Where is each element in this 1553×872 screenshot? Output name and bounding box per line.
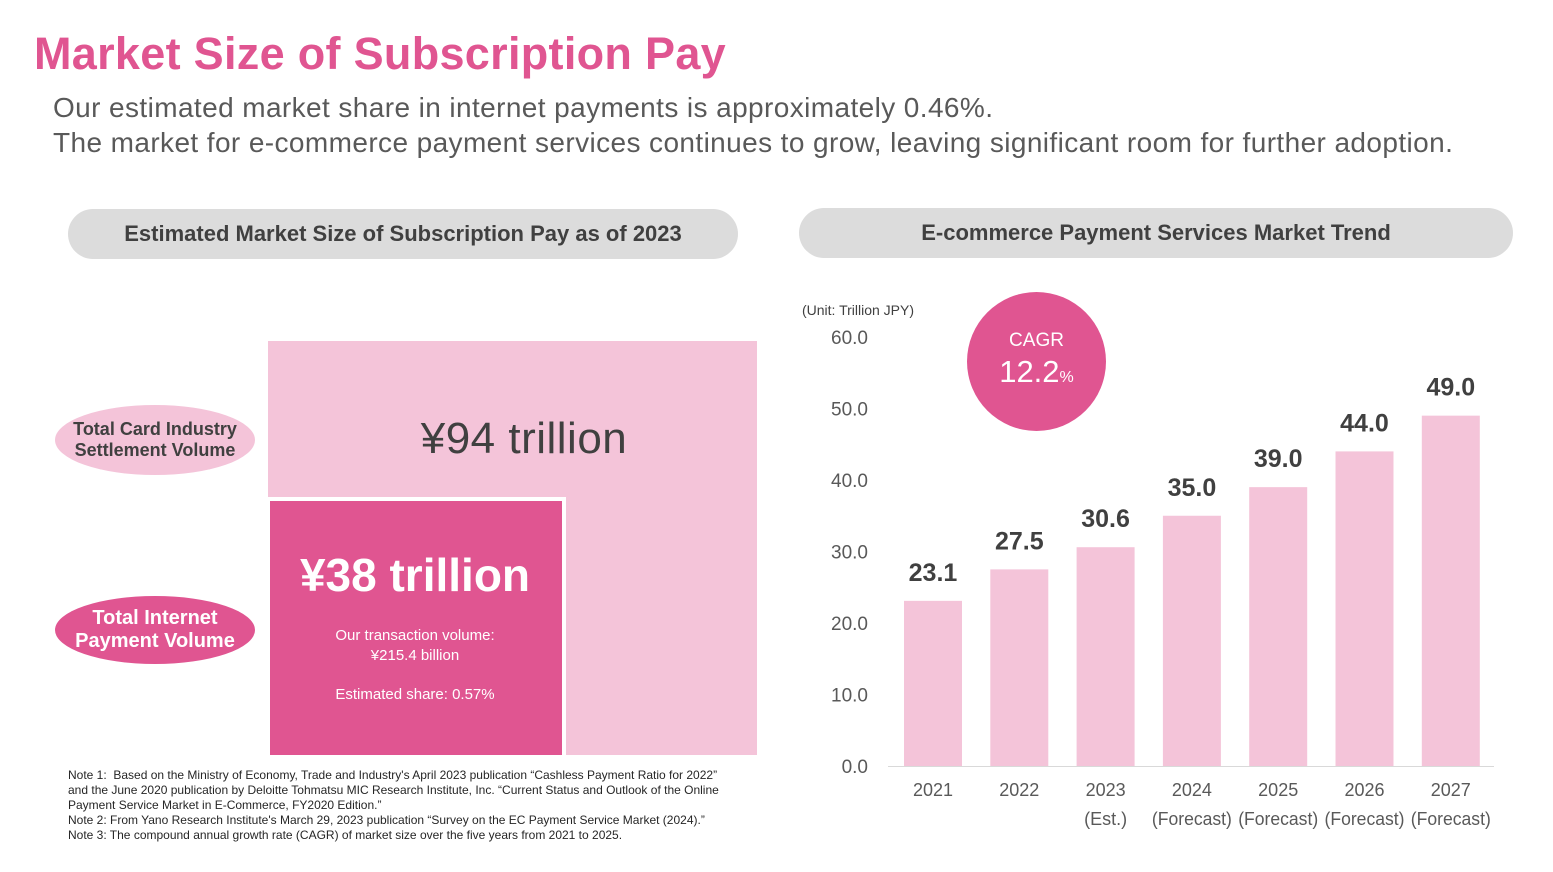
- x-tick-label: 2027: [1431, 780, 1471, 800]
- card-label-line-1: Total Card Industry: [73, 419, 237, 439]
- transaction-line-1: Our transaction volume:: [335, 627, 495, 644]
- estimated-share-text: Estimated share: 0.57%: [335, 686, 495, 703]
- bar-value-label: 35.0: [1168, 474, 1217, 502]
- x-tick-sublabel: (Forecast): [1152, 809, 1232, 829]
- y-tick-label: 10.0: [831, 686, 868, 707]
- bar: [1421, 415, 1480, 766]
- y-tick-label: 20.0: [831, 614, 868, 635]
- y-tick-label: 40.0: [831, 471, 868, 492]
- note-line: Note 2: From Yano Research Institute's M…: [68, 813, 705, 827]
- card-settlement-label: Total Card Industry Settlement Volume: [55, 405, 255, 475]
- bar-value-label: 27.5: [995, 527, 1044, 555]
- internet-label-line-1: Total Internet: [92, 607, 218, 629]
- y-tick-label: 60.0: [831, 328, 868, 349]
- cagr-value: 12.2%: [967, 354, 1106, 390]
- y-tick-label: 0.0: [842, 757, 868, 778]
- bar-value-label: 30.6: [1081, 505, 1130, 533]
- x-tick-label: 2024: [1172, 780, 1212, 800]
- card-volume-value: ¥94 trillion: [420, 414, 628, 463]
- note-line: Note 3: The compound annual growth rate …: [68, 828, 623, 842]
- bar-value-label: 49.0: [1426, 374, 1475, 402]
- subtitle-line-1: Our estimated market share in internet p…: [53, 92, 994, 123]
- x-tick-sublabel: (Forecast): [1325, 809, 1405, 829]
- page-title: Market Size of Subscription Pay: [34, 28, 726, 79]
- bar-value-label: 44.0: [1340, 409, 1389, 437]
- note-line: Payment Service Market in E-Commerce, FY…: [68, 798, 382, 812]
- internet-label-line-2: Payment Volume: [75, 630, 235, 652]
- bar-value-label: 39.0: [1254, 445, 1303, 473]
- bar: [1249, 487, 1308, 766]
- note-line: Note 1: Based on the Ministry of Economy…: [68, 768, 718, 782]
- internet-volume-value: ¥38 trillion: [299, 549, 531, 601]
- subtitle-line-2: The market for e-commerce payment servic…: [53, 127, 1454, 158]
- x-tick-label: 2022: [999, 780, 1039, 800]
- x-tick-label: 2026: [1344, 780, 1384, 800]
- transaction-line-2: ¥215.4 billion: [370, 647, 460, 664]
- internet-payment-label: Total Internet Payment Volume: [55, 596, 255, 664]
- bar: [1335, 451, 1394, 766]
- card-label-line-2: Settlement Volume: [74, 440, 236, 460]
- footnotes: Note 1: Based on the Ministry of Economy…: [68, 768, 818, 843]
- y-tick-label: 50.0: [831, 400, 868, 421]
- x-tick-label: 2021: [913, 780, 953, 800]
- transaction-volume-text: Our transaction volume: ¥215.4 billion: [270, 626, 560, 666]
- right-panel-header: E-commerce Payment Services Market Trend: [799, 208, 1513, 258]
- note-line: and the June 2020 publication by Deloitt…: [68, 783, 719, 797]
- bar-value-label: 23.1: [909, 559, 958, 587]
- y-tick-label: 30.0: [831, 543, 868, 564]
- x-tick-label: 2023: [1086, 780, 1126, 800]
- cagr-badge: CAGR 12.2%: [967, 292, 1106, 431]
- left-panel-header: Estimated Market Size of Subscription Pa…: [68, 209, 738, 259]
- page-subtitle: Our estimated market share in internet p…: [53, 90, 1493, 160]
- x-tick-sublabel: (Forecast): [1411, 809, 1491, 829]
- bar: [1162, 515, 1221, 766]
- x-tick-sublabel: (Forecast): [1238, 809, 1318, 829]
- cagr-label: CAGR: [1009, 330, 1064, 351]
- bar: [990, 569, 1049, 766]
- bar: [1076, 547, 1135, 766]
- cagr-unit: %: [1059, 369, 1074, 386]
- x-tick-sublabel: (Est.): [1084, 809, 1127, 829]
- x-tick-label: 2025: [1258, 780, 1298, 800]
- cagr-number: 12.2: [999, 354, 1060, 389]
- internet-volume-box: [266, 497, 566, 759]
- bar: [904, 600, 962, 766]
- unit-label: (Unit: Trillion JPY): [802, 302, 915, 318]
